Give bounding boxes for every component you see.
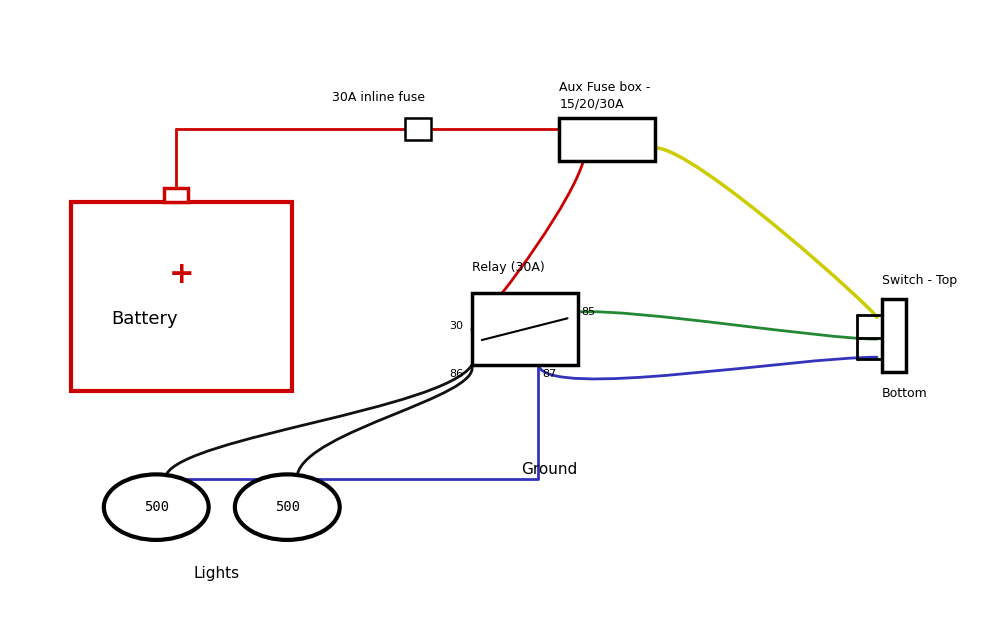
- Bar: [882, 299, 906, 372]
- Text: 500: 500: [275, 500, 299, 514]
- Text: 30: 30: [450, 321, 464, 331]
- Bar: [71, 202, 292, 391]
- Text: Ground: Ground: [521, 462, 578, 477]
- Bar: [164, 188, 188, 202]
- Text: Lights: Lights: [194, 566, 240, 581]
- Circle shape: [104, 474, 209, 540]
- Text: 85: 85: [582, 307, 596, 317]
- Text: Relay (30A): Relay (30A): [472, 261, 544, 274]
- Text: Switch - Top: Switch - Top: [882, 273, 958, 287]
- Text: 30A inline fuse: 30A inline fuse: [332, 91, 424, 104]
- Bar: [472, 293, 578, 365]
- Text: Battery: Battery: [111, 310, 177, 328]
- Circle shape: [235, 474, 340, 540]
- Text: 87: 87: [542, 369, 556, 379]
- Text: Bottom: Bottom: [882, 387, 927, 401]
- Text: 500: 500: [144, 500, 168, 514]
- Bar: [405, 118, 431, 140]
- Text: Aux Fuse box -
15/20/30A: Aux Fuse box - 15/20/30A: [559, 81, 651, 110]
- Text: 86: 86: [450, 369, 464, 379]
- Text: +: +: [168, 260, 195, 289]
- Bar: [559, 118, 655, 161]
